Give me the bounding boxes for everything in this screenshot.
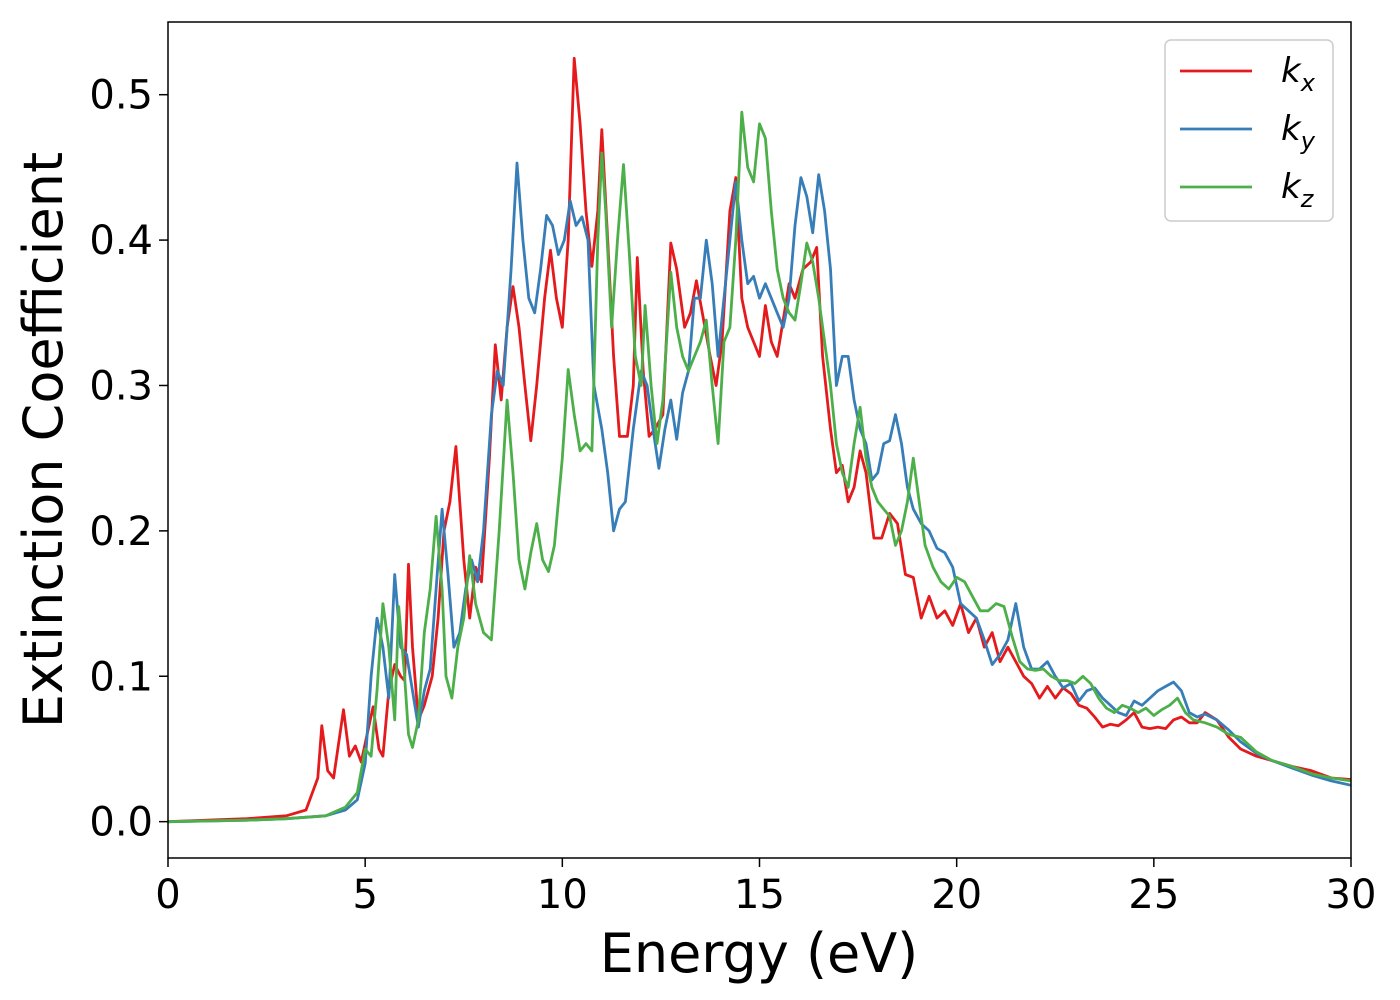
x-tick-label: 0	[155, 872, 180, 918]
legend-box	[1164, 39, 1334, 222]
x-tick-label: 10	[537, 872, 588, 918]
x-axis: 0 5 10 15 20 25 30	[155, 858, 1376, 918]
series-line-k-x	[168, 56, 1351, 824]
x-tick-label: 5	[352, 872, 377, 918]
series-line-k-z	[168, 110, 1351, 824]
legend-label-k-y: ky	[1281, 109, 1316, 155]
y-tick-label: 0.2	[89, 509, 153, 555]
x-tick-label: 20	[931, 872, 982, 918]
x-tick-label: 25	[1128, 872, 1179, 918]
y-axis: 0.0 0.1 0.2 0.3 0.4 0.5	[89, 73, 168, 846]
x-tick-label: 30	[1326, 872, 1377, 918]
y-tick-label: 0.1	[89, 654, 153, 700]
legend-label-sub: x	[1300, 69, 1316, 97]
y-axis-label: Extinction Coefficient	[12, 152, 75, 728]
legend-label-k-x: kx	[1281, 51, 1316, 97]
legend-label-main: k	[1281, 51, 1302, 91]
x-axis-label: Energy (eV)	[600, 922, 919, 985]
legend-label-main: k	[1281, 167, 1302, 207]
legend-label-sub: z	[1300, 185, 1315, 213]
series-layer	[168, 56, 1351, 824]
legend-label-sub: y	[1300, 127, 1316, 155]
y-tick-label: 0.0	[89, 800, 153, 846]
y-tick-label: 0.5	[89, 73, 153, 119]
legend-label-k-z: kz	[1281, 167, 1315, 213]
y-tick-label: 0.3	[89, 363, 153, 409]
x-tick-label: 15	[734, 872, 785, 918]
legend-label-main: k	[1281, 109, 1302, 149]
y-tick-label: 0.4	[89, 218, 153, 264]
